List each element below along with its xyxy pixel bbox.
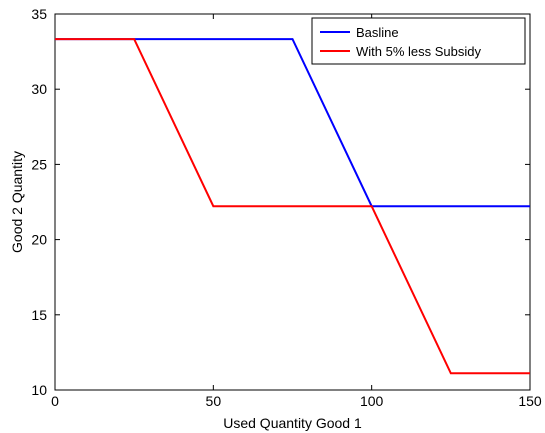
axis-ticks: 0 50 100 150 10 15 20 25 30 35	[31, 6, 541, 409]
legend-box	[311, 17, 526, 65]
plot-area	[54, 13, 531, 391]
x-tick-label: 0	[51, 393, 59, 409]
y-tick-label: 35	[31, 6, 47, 22]
series-line-1	[55, 38, 530, 208]
x-axis-label: Used Quantity Good 1	[223, 415, 362, 431]
y-axis-label: Good 2 Quantity	[9, 151, 25, 253]
legend-entry-2: With 5% less Subsidy	[356, 44, 481, 59]
x-tick-label: 50	[206, 393, 222, 409]
x-tick-label: 150	[518, 393, 542, 409]
legend: Basline With 5% less Subsidy	[311, 17, 526, 65]
y-tick-label: 15	[31, 307, 47, 323]
y-tick-label: 10	[31, 382, 47, 398]
y-tick-label: 30	[31, 81, 47, 97]
legend-entry-1: Basline	[356, 25, 399, 40]
y-tick-label: 25	[31, 156, 47, 172]
series-line-2	[55, 38, 530, 375]
x-tick-label: 100	[360, 393, 384, 409]
y-tick-label: 20	[31, 232, 47, 248]
axes-frame	[54, 13, 531, 391]
